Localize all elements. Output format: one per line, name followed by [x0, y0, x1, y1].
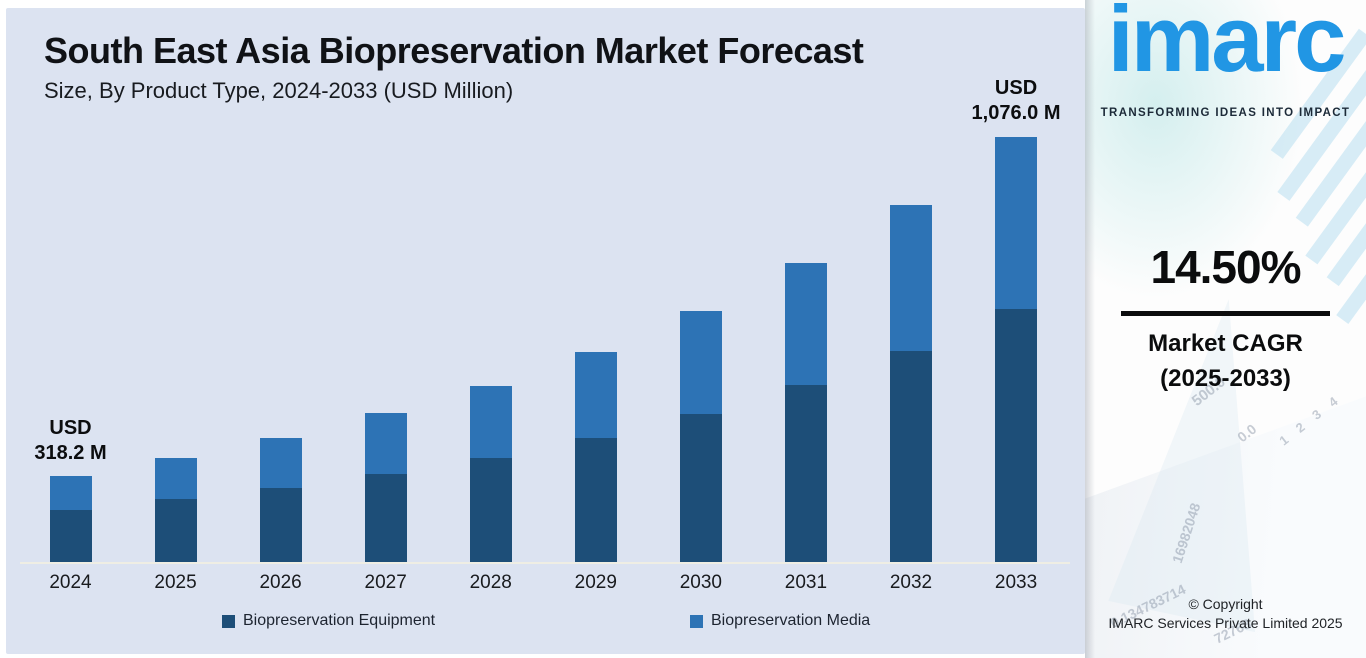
bar-2027[interactable] — [364, 413, 407, 562]
bar-segment-equipment[interactable] — [259, 488, 302, 562]
imarc-logo-wordmark: imarc — [1107, 0, 1347, 91]
x-axis-label-2027: 2027 — [364, 572, 407, 593]
bar-2024[interactable] — [49, 476, 92, 562]
x-axis-label-2029: 2029 — [574, 572, 617, 593]
chart-subtitle: Size, By Product Type, 2024-2033 (USD Mi… — [44, 78, 514, 103]
bar-segment-equipment[interactable] — [574, 438, 617, 562]
decorative-blob — [1085, 0, 1305, 300]
x-axis-label-2028: 2028 — [469, 572, 512, 593]
bar-segment-equipment[interactable] — [364, 474, 407, 562]
legend-swatch-icon — [222, 614, 235, 628]
bar-segment-media[interactable] — [995, 137, 1038, 309]
brand-sidebar: imarc TRANSFORMING IDEAS INTO IMPACT 14.… — [1085, 0, 1366, 658]
x-axis-label-2026: 2026 — [259, 572, 302, 593]
bar-segment-equipment[interactable] — [679, 414, 722, 562]
cagr-period: (2025-2033) — [1160, 365, 1291, 392]
panel-edge-shadow — [1085, 0, 1095, 658]
imarc-logo-tagline: TRANSFORMING IDEAS INTO IMPACT — [1100, 107, 1351, 119]
chart-title: South East Asia Biopreservation Market F… — [44, 30, 864, 71]
bar-segment-media[interactable] — [469, 386, 512, 458]
bar-2031[interactable] — [784, 263, 827, 562]
bar-segment-media[interactable] — [154, 458, 197, 499]
legend-label: Biopreservation Media — [711, 612, 871, 629]
cagr-label: Market CAGR — [1148, 330, 1303, 357]
bar-2029[interactable] — [574, 352, 617, 562]
bar-segment-media[interactable] — [49, 476, 92, 510]
bar-segment-equipment[interactable] — [784, 385, 827, 562]
x-axis-label-2025: 2025 — [154, 572, 197, 593]
bar-2025[interactable] — [154, 458, 197, 562]
bar-2028[interactable] — [469, 386, 512, 562]
x-axis-label-2031: 2031 — [784, 572, 828, 593]
bar-segment-media[interactable] — [364, 413, 407, 474]
copyright-notice: © Copyright IMARC Services Private Limit… — [1085, 595, 1366, 633]
legend-swatch-icon — [690, 614, 703, 628]
x-axis-label-2033: 2033 — [994, 572, 1038, 593]
copyright-line1: © Copyright — [1188, 596, 1263, 612]
bar-segment-media[interactable] — [259, 438, 302, 488]
bar-segment-equipment[interactable] — [469, 458, 512, 562]
cagr-value: 14.50% — [1150, 241, 1301, 293]
bar-segment-media[interactable] — [889, 205, 932, 351]
value-label-2033: USD 1,076.0 M — [971, 77, 1061, 124]
legend-item-equipment[interactable]: Biopreservation Equipment — [222, 612, 435, 630]
legend-label: Biopreservation Equipment — [243, 612, 436, 629]
x-axis-line — [20, 562, 1070, 564]
copyright-line2: IMARC Services Private Limited 2025 — [1108, 615, 1343, 631]
legend-item-media[interactable]: Biopreservation Media — [690, 612, 870, 630]
bar-segment-media[interactable] — [574, 352, 617, 438]
value-label-2024: USD 318.2 M — [34, 417, 107, 464]
x-axis-label-2030: 2030 — [679, 572, 722, 593]
bar-segment-media[interactable] — [784, 263, 827, 385]
cagr-divider-line — [1121, 311, 1330, 316]
bar-2033[interactable] — [995, 137, 1038, 562]
bar-segment-media[interactable] — [679, 311, 722, 414]
bar-segment-equipment[interactable] — [49, 510, 92, 562]
bar-2030[interactable] — [679, 311, 722, 562]
bar-2026[interactable] — [259, 438, 302, 562]
x-axis-label-2024: 2024 — [49, 572, 92, 593]
bar-segment-equipment[interactable] — [995, 309, 1038, 562]
bar-segment-equipment[interactable] — [154, 499, 197, 562]
x-axis-label-2032: 2032 — [889, 572, 933, 593]
bar-segment-equipment[interactable] — [889, 351, 932, 562]
bar-2032[interactable] — [889, 205, 932, 562]
